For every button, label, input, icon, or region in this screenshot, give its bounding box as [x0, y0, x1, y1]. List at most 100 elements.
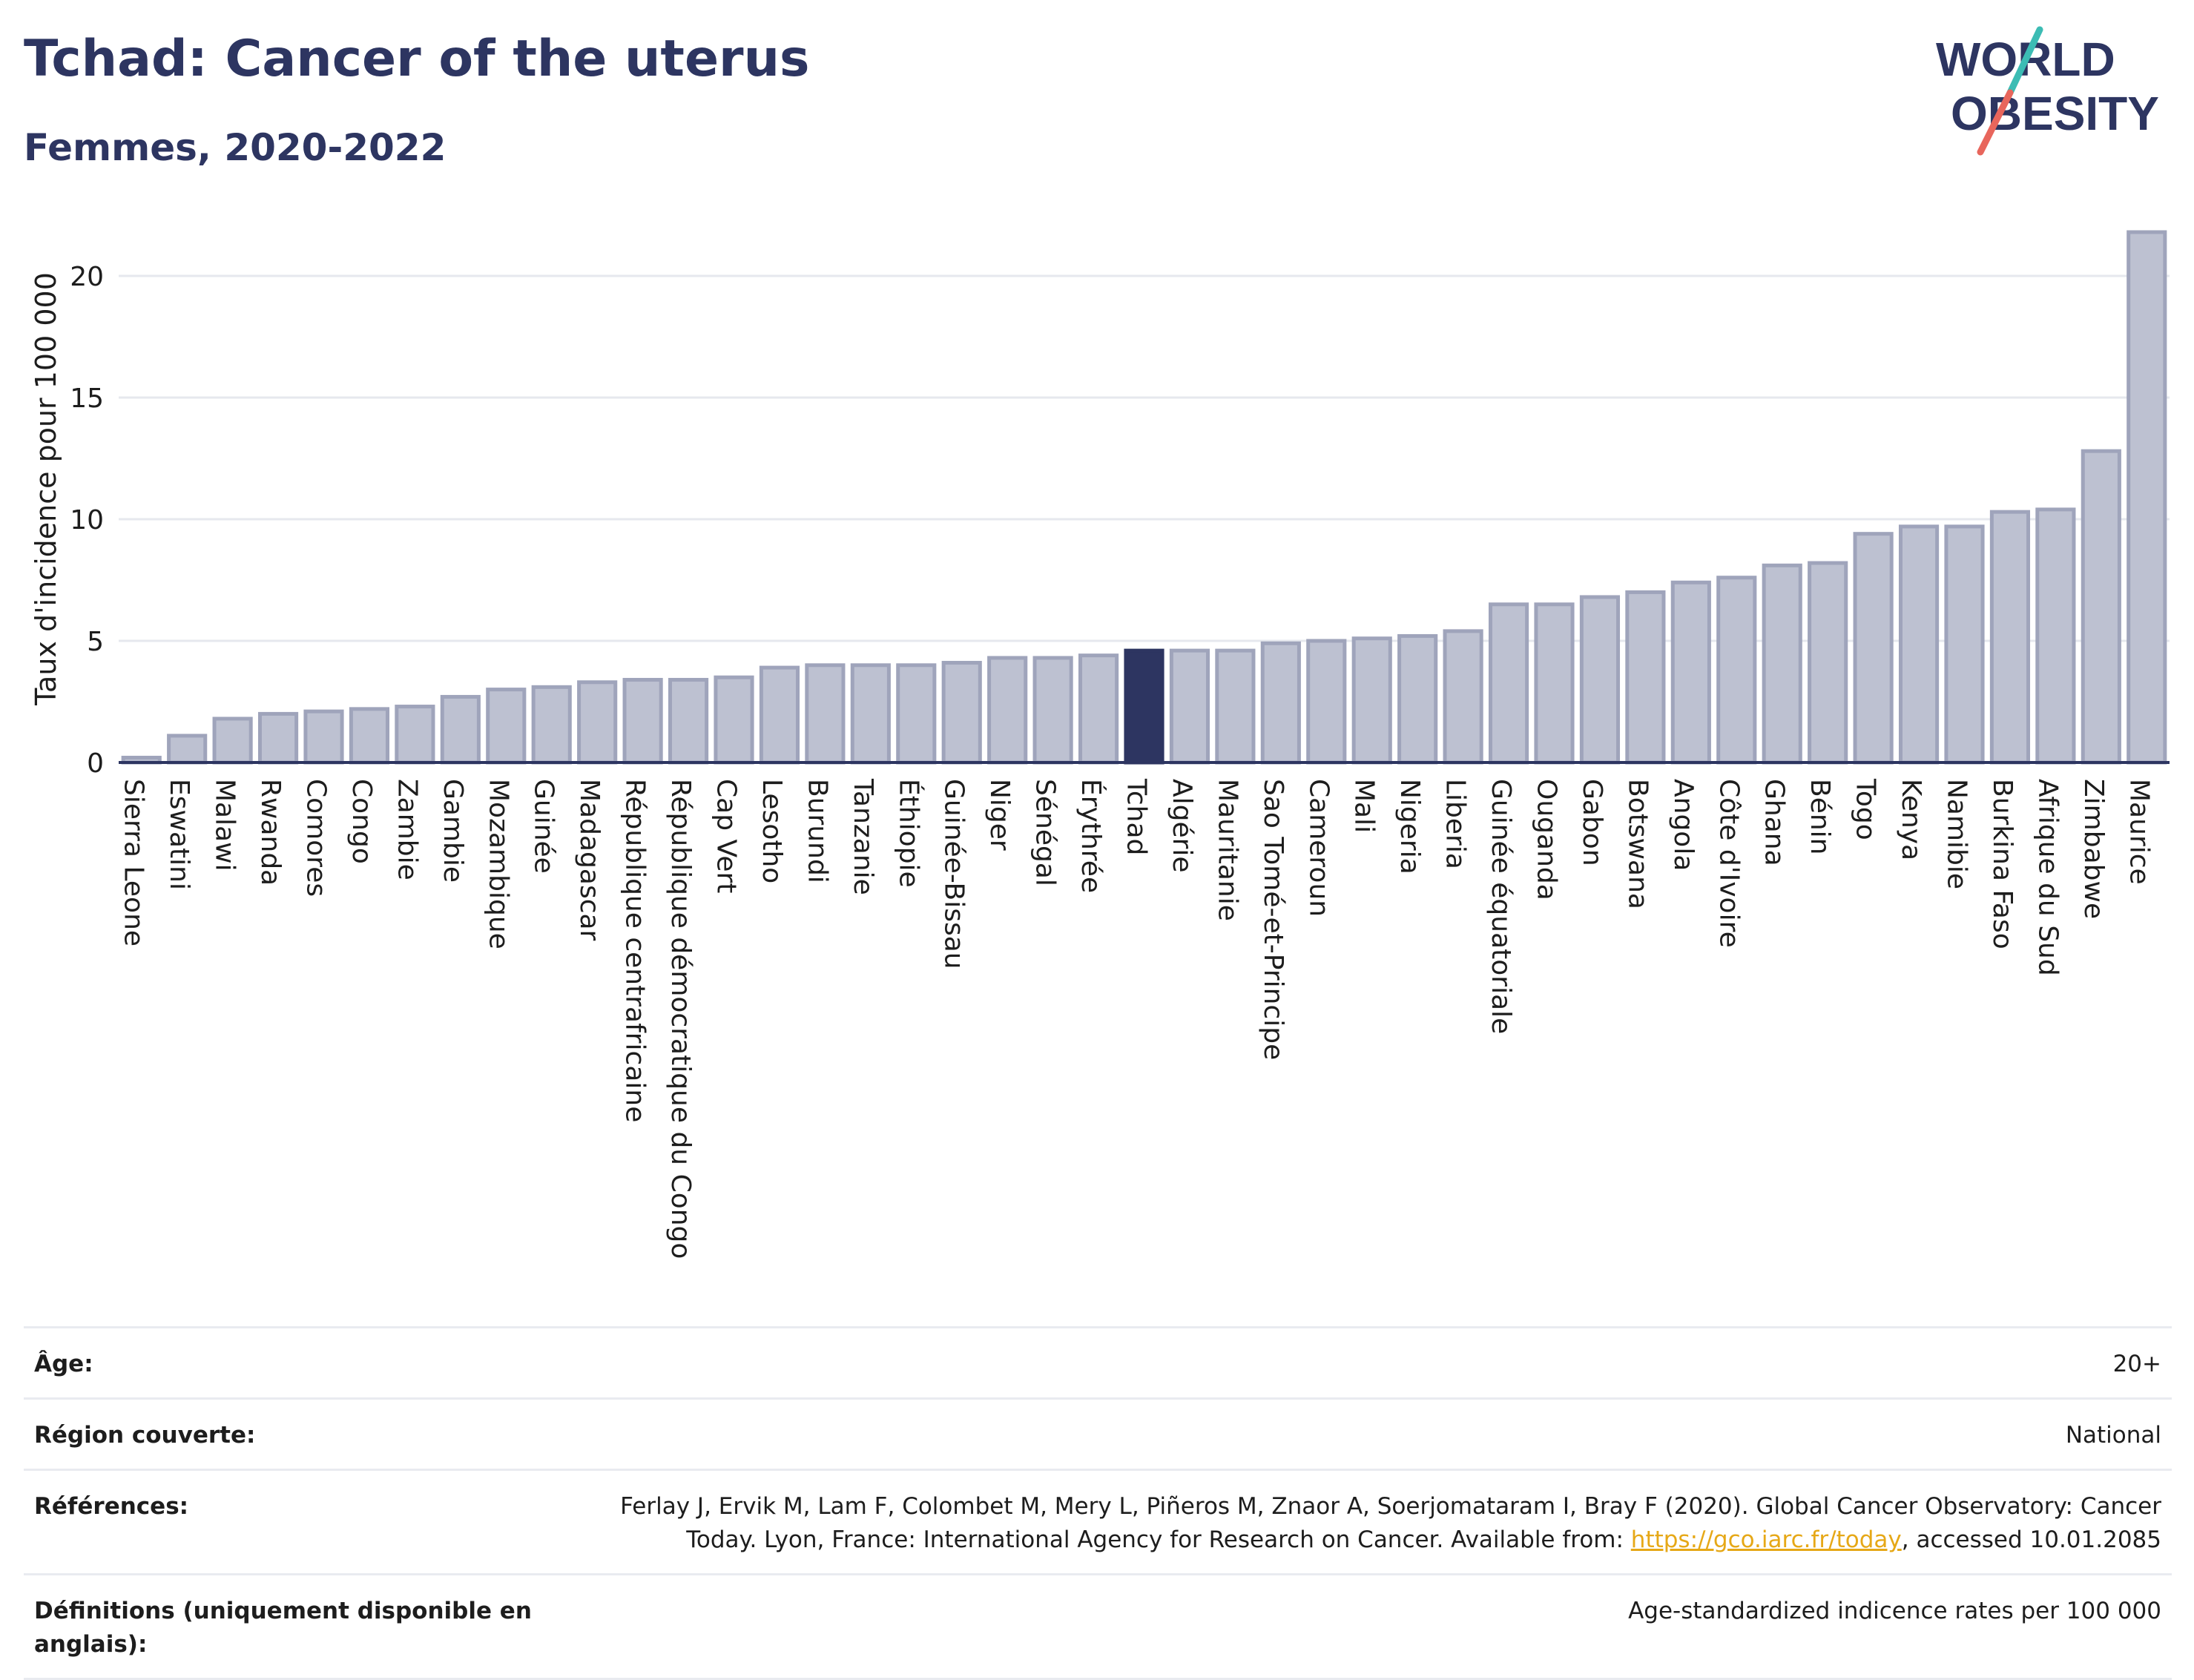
references-label: Références:: [34, 1493, 189, 1520]
meta-row-age: Âge: 20+: [24, 1326, 2172, 1397]
x-tick-label: Bénin: [1805, 779, 1835, 854]
bar: [1215, 648, 1256, 765]
bar: [303, 709, 344, 765]
bar: [714, 675, 754, 765]
x-tick-label: Zambie: [392, 779, 422, 880]
bar: [1898, 524, 1940, 765]
x-tick-label: République centrafricaine: [620, 779, 650, 1122]
x-tick-label: Burkina Faso: [1987, 779, 2017, 949]
bar: [850, 663, 891, 765]
meta-row-references: Références: Ferlay J, Ervik M, Lam F, Co…: [24, 1469, 2172, 1573]
x-tick-label: Madagascar: [574, 779, 604, 941]
x-tick-label: Tchad: [1121, 778, 1152, 855]
bar: [486, 688, 527, 765]
bar: [531, 685, 572, 765]
bar: [2127, 230, 2167, 765]
chart-title: Tchad: Cancer of the uterus: [24, 30, 810, 88]
x-tick-label: Guinée équatoriale: [1486, 779, 1516, 1034]
metadata-table: Âge: 20+ Région couverte: National Référ…: [24, 1326, 2172, 1680]
bar: [1716, 576, 1757, 765]
x-tick-label: Sénégal: [1030, 779, 1061, 886]
meta-row-region: Région couverte: National: [24, 1397, 2172, 1469]
bar: [668, 677, 709, 765]
y-tick-label: 0: [87, 748, 104, 779]
x-tick-label: Togo: [1851, 778, 1881, 840]
bar: [257, 711, 299, 765]
age-value: 20+: [2112, 1351, 2161, 1377]
y-tick-label: 5: [87, 627, 104, 657]
y-tick-label: 20: [70, 262, 104, 292]
meta-row-definitions: Définitions (uniquement disponible en an…: [24, 1573, 2172, 1680]
bar: [1488, 602, 1529, 765]
bar: [1808, 561, 1848, 765]
bar: [1762, 563, 1802, 765]
age-label: Âge:: [34, 1351, 93, 1377]
x-tick-label: Guinée-Bissau: [939, 779, 969, 969]
bar: [577, 680, 618, 765]
bar: [1260, 641, 1301, 765]
x-tick-label: Congo: [346, 779, 377, 864]
x-tick-label: République démocratique du Congo: [665, 779, 696, 1259]
bar: [805, 663, 846, 765]
x-tick-label: Botswana: [1622, 779, 1653, 909]
x-tick-label: Éthiopie: [893, 779, 924, 888]
bar: [2035, 507, 2076, 765]
y-axis-label: Taux d'incidence pour 100 000: [30, 272, 62, 706]
x-tick-label: Comores: [301, 779, 332, 897]
x-tick-label: Ghana: [1759, 779, 1790, 866]
bar: [167, 734, 208, 765]
bar: [759, 665, 800, 765]
x-tick-label: Eswatini: [164, 779, 194, 890]
x-tick-label: Ouganda: [1532, 779, 1562, 900]
x-tick-label: Guinée: [529, 779, 559, 874]
bar: [1124, 648, 1164, 765]
x-tick-label: Burundi: [802, 779, 832, 883]
references-link[interactable]: https://gco.iarc.fr/today: [1630, 1526, 1902, 1553]
x-tick-label: Niger: [984, 779, 1015, 851]
bar: [1032, 656, 1073, 765]
bar: [896, 663, 937, 765]
references-text-3: , accessed 10.01.2085: [1901, 1526, 2161, 1553]
x-tick-label: Gabon: [1577, 779, 1607, 866]
x-tick-label: Rwanda: [255, 779, 286, 886]
x-tick-label: Liberia: [1440, 779, 1471, 869]
bar: [1944, 524, 1985, 765]
x-tick-label: Sao Tomé-et-Principe: [1258, 779, 1288, 1060]
bar: [941, 661, 982, 765]
bar-chart: 0 5 10 15 20 Sierra Leone Eswatini Malawi Rwand…: [30, 230, 2170, 1259]
bar: [1625, 590, 1666, 765]
world-obesity-logo: WORLD OBESITY: [1936, 26, 2159, 156]
bar: [622, 677, 663, 765]
x-tick-label: Malawi: [210, 779, 240, 872]
chart-subtitle: Femmes, 2020-2022: [24, 126, 447, 169]
bar: [212, 717, 253, 765]
bar: [987, 656, 1028, 765]
x-tick-label: Sierra Leone: [119, 779, 149, 946]
bar: [349, 707, 390, 765]
x-tick-label: Gambie: [438, 779, 468, 883]
references-text-2: Today. Lyon, France: International Agenc…: [686, 1526, 1631, 1553]
x-tick-label: Angola: [1668, 779, 1699, 871]
bar: [1853, 532, 1894, 765]
x-tick-label: Maurice: [2124, 779, 2154, 885]
x-tick-label: Cameroun: [1303, 779, 1334, 917]
definitions-value: Age-standardized indicence rates per 100…: [1628, 1598, 2161, 1624]
bar: [1397, 633, 1438, 765]
region-value: National: [2065, 1422, 2161, 1449]
x-tick-label: Érythrée: [1075, 779, 1107, 893]
x-tick-label: Algérie: [1167, 779, 1197, 873]
bar: [1989, 510, 2031, 765]
x-tick-label: Nigeria: [1394, 779, 1425, 874]
bar: [1306, 639, 1347, 765]
x-tick-label: Tanzanie: [848, 778, 878, 895]
y-tick-label: 10: [70, 505, 104, 536]
y-tick-label: 15: [70, 383, 104, 414]
x-tick-label: Côte d'Ivoire: [1713, 779, 1744, 948]
x-tick-label: Mozambique: [483, 779, 513, 949]
bar: [1579, 595, 1621, 765]
svg-text:OBESITY: OBESITY: [1951, 87, 2159, 140]
x-tick-label: Afrique du Sud: [2032, 779, 2063, 976]
bar: [1443, 629, 1483, 765]
bar: [1351, 636, 1392, 765]
x-tick-label: Zimbabwe: [2078, 779, 2109, 919]
